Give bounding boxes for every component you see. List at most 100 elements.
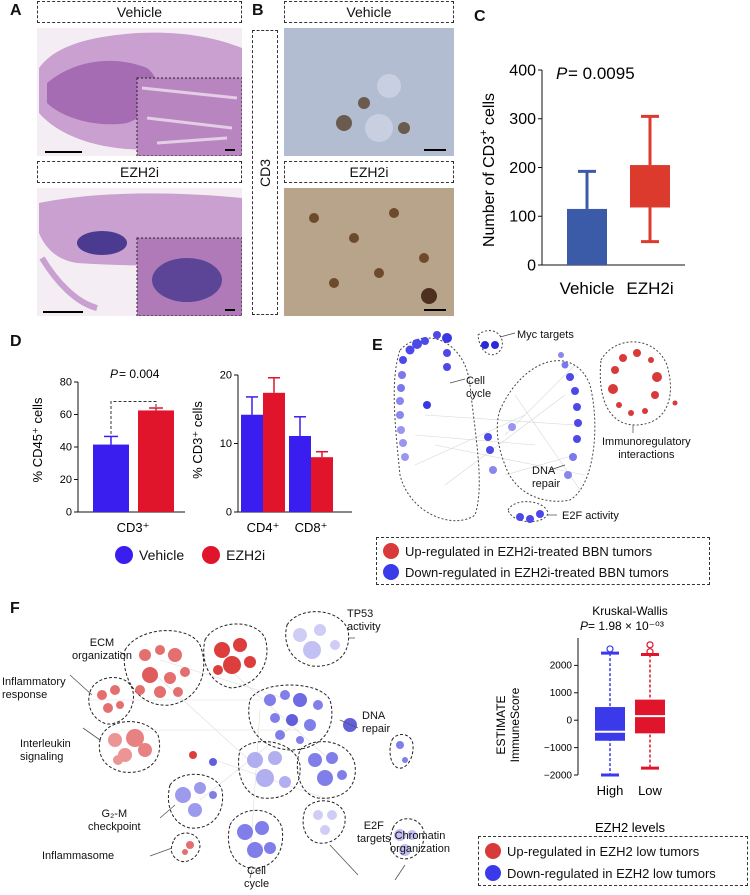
bar-vehicle — [93, 444, 129, 512]
d1-ylabel: % CD45⁺ cells — [30, 397, 45, 482]
f-box-p-italic: P — [580, 619, 588, 633]
panel-label-e: E — [372, 337, 383, 354]
e-legend-down: Down-regulated in EZH2i-treated BBN tumo… — [383, 564, 669, 580]
f-box-ylabel-1: ESTIMATE — [494, 695, 508, 754]
d2-ylabel: % CD3⁺ cells — [190, 401, 205, 479]
bar-vehicle — [241, 414, 263, 512]
y-tick-label: 0 — [527, 257, 536, 274]
d-legend-ezh2i-swatch — [202, 546, 221, 564]
outlier — [646, 641, 654, 649]
y-tick-label: 10 — [220, 438, 232, 450]
y-tick-label: 40 — [60, 442, 72, 454]
box-high — [595, 707, 625, 741]
f-legend-down-label: Down-regulated in EZH2 low tumors — [507, 865, 716, 881]
outlier — [606, 645, 614, 653]
b-vehicle-label-text: Vehicle — [346, 4, 392, 20]
svg-text:Number of CD3+ cells: Number of CD3+ cells — [478, 93, 498, 247]
d1-plot-area: 0 20 40 60 80 CD3⁺ — [60, 377, 185, 535]
f-label-cell-cycle: Cell cycle — [244, 865, 270, 890]
e-network — [393, 330, 678, 523]
x-tick-label: High — [597, 783, 624, 798]
e-label-dna-repair: DNA repair — [532, 465, 561, 490]
x-tick-label: EZH2i — [626, 279, 673, 298]
e-label-immuno: Immunoregulatory interactions — [602, 436, 691, 461]
f-box-plot-area: −2000 −1000 0 1000 2000 High Low — [544, 638, 665, 798]
y-tick-label: 0 — [226, 507, 232, 519]
e-legend: Up-regulated in EZH2i-treated BBN tumors… — [376, 537, 710, 585]
d2-plot-area: 0 10 20 CD4⁺ CD8⁺ — [220, 370, 352, 535]
d1-p-value: = 0.004 — [119, 367, 160, 381]
f-boxplot: Kruskal-Wallis P = 1.98 × 10⁻⁰³ ESTIMATE… — [494, 604, 668, 835]
d-legend-vehicle: Vehicle — [115, 546, 184, 564]
cd3-side-label-text: CD3 — [257, 158, 274, 187]
f-legend-down: Down-regulated in EZH2 low tumors — [485, 865, 716, 881]
d1-p-italic: P — [110, 367, 118, 381]
y-tick-label: 0 — [566, 716, 572, 727]
y-tick-label: 300 — [509, 111, 536, 128]
y-tick-label: 20 — [60, 474, 72, 486]
y-tick-label: 0 — [66, 507, 72, 519]
d-legend-ezh2i: EZH2i — [202, 546, 265, 564]
he-ezh2i-image — [37, 188, 242, 316]
f-label-e2f: E2F targets — [357, 820, 391, 845]
c-ylabel-tail: cells — [481, 93, 498, 129]
f-box-xlabel: EZH2 levels — [595, 820, 666, 835]
c-ylabel: Number of CD3+ cells — [478, 93, 498, 247]
f-label-inflammatory: Inflammatory response — [2, 676, 66, 701]
panel-label-c: C — [474, 8, 486, 25]
he-vehicle-image — [37, 28, 242, 156]
significance-bracket — [110, 401, 157, 434]
bar-vehicle — [289, 435, 311, 512]
vehicle-label: Vehicle — [37, 1, 242, 23]
f-label-ecm: ECM organization — [72, 637, 132, 662]
f-label-tp53: TP53 activity — [347, 608, 381, 633]
y-tick-label: 2000 — [550, 661, 573, 672]
x-label: CD3⁺ — [117, 520, 150, 535]
f-legend-up-swatch — [485, 843, 501, 859]
x-tick-label: Low — [638, 783, 662, 798]
y-tick-label: 20 — [220, 370, 232, 382]
cd3-side-label: CD3 — [252, 30, 278, 315]
e-label-cell-cycle: Cell cycle — [466, 375, 492, 400]
e-legend-up: Up-regulated in EZH2i-treated BBN tumors — [383, 543, 652, 559]
d1-ylabel-text: % CD45⁺ cells — [30, 397, 45, 482]
y-tick-label: −2000 — [544, 770, 573, 781]
bar-vehicle — [567, 208, 607, 265]
y-tick-label: 60 — [60, 409, 72, 421]
y-tick-label: 80 — [60, 377, 72, 389]
b-ezh2i-label-text: EZH2i — [349, 164, 389, 180]
ihc-vehicle-image — [284, 28, 454, 156]
y-tick-label: 1000 — [550, 688, 573, 699]
bar-ezh2i — [630, 165, 670, 208]
cd3-count-chart: P = 0.0095 Number of CD3+ cells 0 100 200 3… — [478, 62, 685, 298]
f-legend-down-swatch — [485, 865, 501, 881]
e-label-myc: Myc targets — [517, 329, 574, 341]
d2-ylabel-text: % CD3⁺ cells — [190, 401, 205, 479]
bar-ezh2i — [263, 392, 285, 512]
f-box-ylabel-2: ImmuneScore — [508, 687, 522, 762]
y-tick-label: −1000 — [544, 743, 573, 754]
f-network — [69, 611, 425, 881]
x-tick-label: Vehicle — [560, 279, 615, 298]
cd45-chart: % CD45⁺ cells P = 0.004 0 20 40 60 80 CD3⁺ — [30, 367, 185, 535]
f-box-p-value: = 1.98 × 10⁻⁰³ — [588, 619, 664, 633]
d-legend-vehicle-label: Vehicle — [139, 547, 185, 563]
c-ylabel-sup: + — [478, 129, 490, 135]
d-legend-vehicle-swatch — [115, 546, 133, 564]
e-legend-up-label: Up-regulated in EZH2i-treated BBN tumors — [405, 543, 653, 559]
c-plot-area: 0 100 200 300 400 Vehicle EZH2i — [509, 62, 685, 298]
outlier — [646, 648, 654, 656]
panel-label-f: F — [10, 600, 20, 617]
ezh2i-label: EZH2i — [37, 161, 242, 183]
ezh2i-label-text: EZH2i — [120, 164, 159, 180]
e-legend-down-label: Down-regulated in EZH2i-treated BBN tumo… — [405, 564, 669, 580]
d-legend: Vehicle EZH2i — [115, 546, 265, 564]
y-tick-label: 200 — [509, 160, 536, 177]
x-tick-label: CD8⁺ — [295, 520, 328, 535]
x-tick-label: CD4⁺ — [247, 520, 280, 535]
ihc-ezh2i-image — [284, 188, 454, 316]
cd3-subset-chart: % CD3⁺ cells 0 10 20 CD4⁺ CD8⁺ — [190, 370, 352, 535]
f-box-ylabel: ESTIMATE ImmuneScore — [494, 687, 522, 762]
panel-label-b: B — [252, 2, 264, 19]
c-p-italic: P — [556, 64, 568, 83]
